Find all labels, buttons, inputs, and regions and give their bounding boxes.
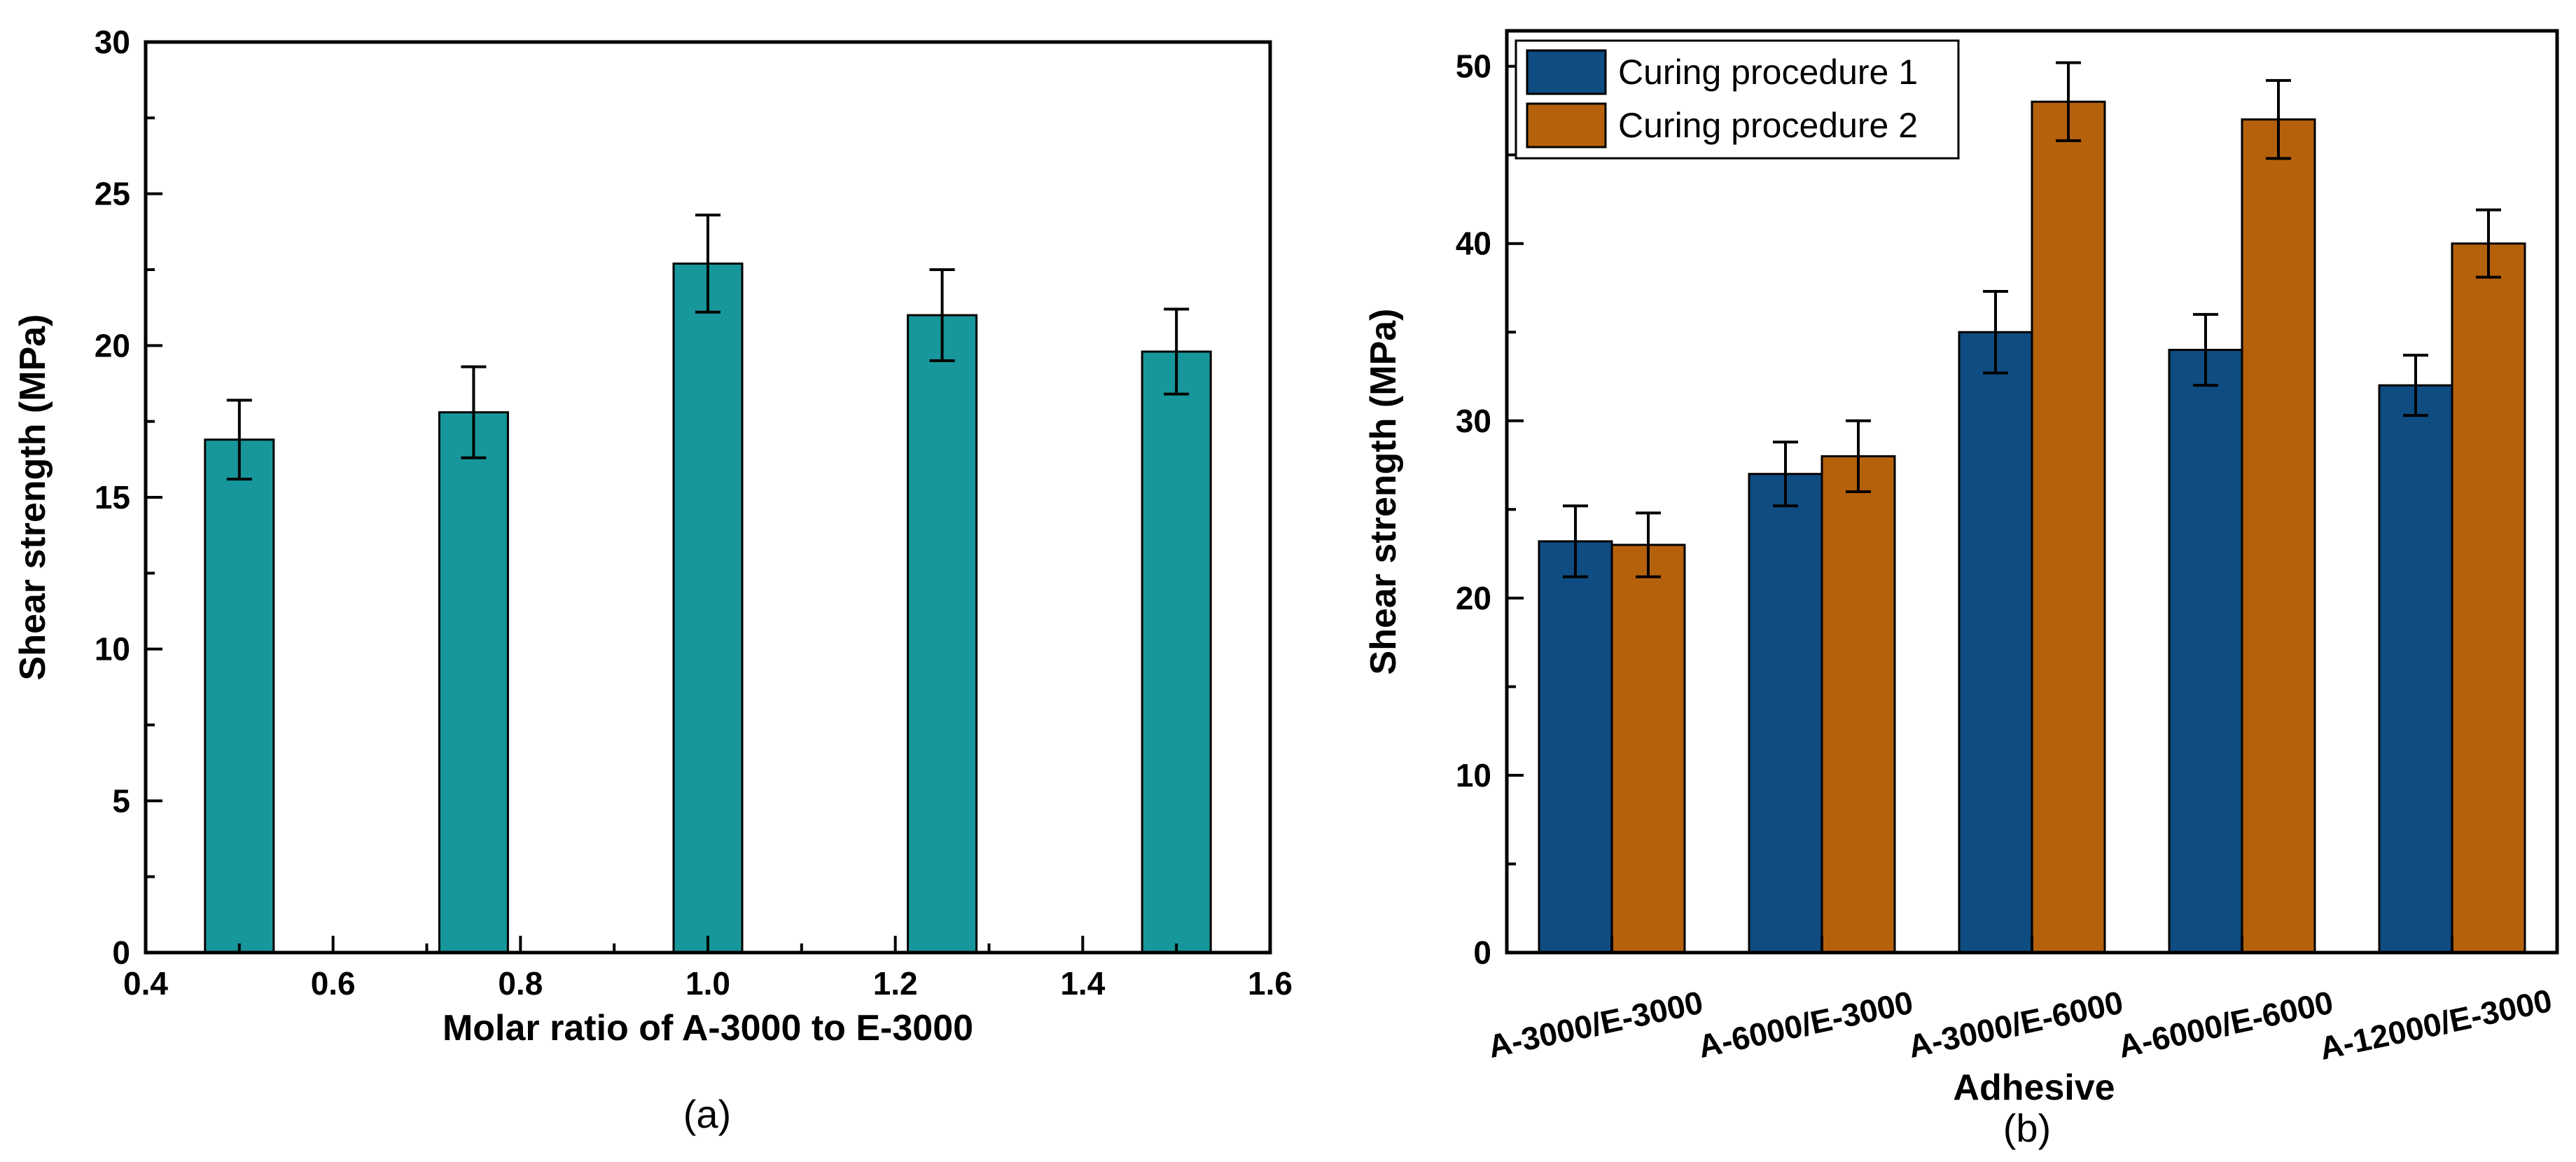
bar-a-3	[907, 314, 978, 954]
panel-b-error-bars	[1563, 61, 2501, 579]
bar-a-2	[672, 262, 744, 954]
x-tick-label-a-4: 1.2	[873, 965, 918, 1002]
x-tick-label-a-5: 1.4	[1060, 965, 1105, 1002]
y-tick-label-a-4: 20	[95, 327, 130, 364]
panel-b-chart: A-3000/E-3000A-6000/E-3000A-3000/E-6000A…	[1363, 29, 2559, 1150]
panel-b-y-axis-title: Shear strength (MPa)	[1363, 309, 1404, 675]
y-tick-label-b-5: 50	[1456, 48, 1491, 85]
bar-b-s1-0	[1538, 540, 1613, 954]
panel-a-x-ticks: 0.4 0.6 0.8 1.0 1.2 1.4 1.6	[123, 936, 1293, 1002]
bar-b-s2-3	[2241, 118, 2316, 954]
x-tick-label-b-0: A-3000/E-3000	[1485, 983, 1706, 1065]
panel-b-bars	[1538, 100, 2526, 954]
y-tick-label-b-0: 0	[1473, 934, 1491, 971]
bar-b-s1-2	[1958, 331, 2033, 954]
panel-a-y-axis-title: Shear strength (MPa)	[13, 314, 53, 681]
x-tick-label-a-3: 1.0	[685, 965, 730, 1002]
panel-a-x-axis-title: Molar ratio of A-3000 to E-3000	[443, 1008, 973, 1049]
panel-a-y-ticks: 0 5 10 15 20 25 30	[95, 24, 162, 971]
y-tick-label-a-0: 0	[112, 934, 130, 971]
bar-a-0	[204, 438, 275, 954]
legend-swatch-2	[1526, 102, 1607, 148]
panel-b-label: (b)	[2003, 1106, 2051, 1150]
panel-b-x-axis-title: Adhesive	[1953, 1067, 2115, 1108]
x-tick-label-a-1: 0.6	[311, 965, 356, 1002]
bar-b-s2-1	[1820, 455, 1896, 954]
bar-a-1	[438, 411, 509, 954]
bar-b-s1-3	[2168, 349, 2243, 954]
bar-b-s2-0	[1610, 544, 1686, 954]
y-tick-label-a-1: 5	[112, 782, 130, 819]
x-tick-label-a-0: 0.4	[123, 965, 168, 1002]
y-tick-label-b-1: 10	[1456, 757, 1491, 794]
panel-a-bars	[204, 262, 1212, 954]
bar-b-s2-4	[2451, 242, 2526, 954]
y-tick-label-a-6: 30	[95, 24, 130, 60]
x-tick-label-b-1: A-6000/E-3000	[1695, 983, 1916, 1065]
x-tick-label-b-4: A-12000/E-3000	[2316, 982, 2555, 1067]
bar-b-s1-1	[1748, 473, 1823, 954]
y-tick-label-b-4: 40	[1456, 226, 1491, 262]
y-tick-label-b-2: 20	[1456, 580, 1491, 616]
x-tick-label-a-2: 0.8	[498, 965, 543, 1002]
panel-a-error-bars	[226, 214, 1190, 480]
legend-label-2: Curing procedure 2	[1618, 106, 1918, 145]
bar-a-4	[1141, 350, 1212, 954]
x-tick-label-b-3: A-6000/E-6000	[2115, 983, 2337, 1065]
legend-swatch-1	[1526, 49, 1607, 95]
panel-b-y-ticks: 0 10 20 30 40 50	[1456, 48, 1524, 971]
bar-b-s2-2	[2031, 100, 2106, 954]
panel-a-chart: 0.4 0.6 0.8 1.0 1.2 1.4 1.6 0 5 10 15 20 25 30 Molar…	[13, 24, 1293, 1136]
panel-b-legend: Curing procedure 1 Curing procedure 2	[1515, 39, 1960, 160]
y-tick-label-a-2: 10	[95, 631, 130, 668]
y-tick-label-a-5: 25	[95, 176, 130, 212]
panel-a-label: (a)	[683, 1092, 731, 1136]
bar-b-s1-4	[2378, 384, 2453, 954]
legend-label-1: Curing procedure 1	[1618, 53, 1918, 92]
panel-b-x-ticks: A-3000/E-3000A-6000/E-3000A-3000/E-6000A…	[1485, 936, 2555, 1067]
y-tick-label-b-3: 30	[1456, 403, 1491, 439]
x-tick-label-a-6: 1.6	[1248, 965, 1293, 1002]
y-tick-label-a-3: 15	[95, 479, 130, 516]
x-tick-label-b-2: A-3000/E-6000	[1905, 983, 2126, 1065]
